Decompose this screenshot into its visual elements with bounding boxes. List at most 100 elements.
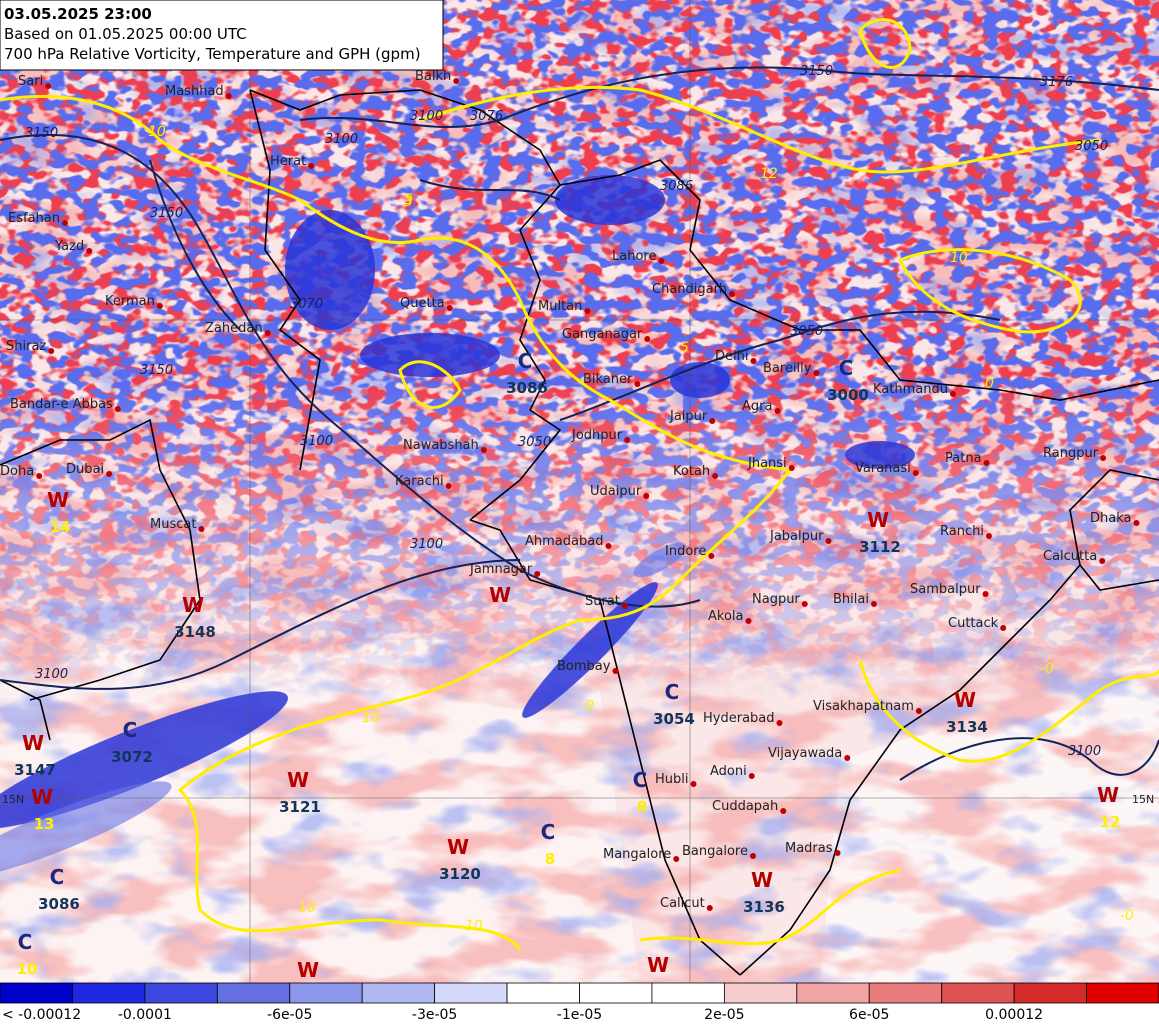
- colorbar-swatch: [1086, 982, 1159, 1004]
- city-label: Vijayawada: [768, 746, 842, 761]
- city-dot: [788, 465, 795, 471]
- center-value: 8: [545, 850, 555, 868]
- gph-label: 3100: [410, 537, 443, 552]
- city-label: Hubli: [655, 772, 689, 787]
- city-dot: [264, 330, 271, 336]
- city-dot: [453, 78, 460, 84]
- city-label: Sari: [18, 74, 43, 89]
- temp-label: 10: [362, 710, 380, 726]
- temperature-contours: [0, 18, 1159, 951]
- center-letter: W: [447, 835, 469, 859]
- city-dot: [198, 526, 205, 532]
- gph-label: 3176: [1040, 75, 1073, 90]
- city-label: Zahedan: [205, 321, 263, 336]
- gph-label: 3100: [410, 109, 443, 124]
- city-label: Dubai: [66, 462, 104, 477]
- gph-label: 3050: [1075, 139, 1108, 154]
- city-dot: [624, 437, 631, 443]
- center-letter: C: [18, 930, 33, 954]
- colorbar-swatch: [506, 982, 580, 1004]
- center-value: 3054: [653, 710, 695, 728]
- city-dot: [584, 308, 591, 314]
- city-label: Patna: [945, 451, 982, 466]
- city-dot: [825, 538, 832, 544]
- center-value: 12: [1100, 813, 1121, 831]
- city-dot: [982, 591, 989, 597]
- city-dot: [621, 603, 628, 609]
- city-label: Jabalpur: [769, 529, 824, 544]
- lat-label: 15N: [2, 793, 24, 806]
- city-dot: [1100, 455, 1107, 461]
- city-label: Yazd: [54, 239, 84, 254]
- colorbar: < -0.00012 -0.0001 -6e-05 -3e-05 -1e-05 2e-05…: [0, 982, 1159, 1023]
- center-value: 3086: [506, 379, 548, 397]
- city-dot: [776, 720, 783, 726]
- center-letter: C: [50, 865, 65, 889]
- colorbar-swatch: [144, 982, 218, 1004]
- city-dot: [605, 543, 612, 549]
- city-label: Bombay: [557, 659, 611, 674]
- city-dot: [709, 418, 716, 424]
- gph-contours: [0, 66, 1159, 781]
- field: [0, 0, 1159, 983]
- gph-label: 3100: [325, 132, 358, 147]
- colorbar-label: < -0.00012: [2, 1007, 81, 1023]
- city-label: Nagpur: [752, 592, 800, 607]
- center-value: 14: [50, 518, 71, 536]
- colorbar-swatch: [796, 982, 870, 1004]
- center-letter: W: [31, 785, 53, 809]
- city-label: Lahore: [612, 249, 656, 264]
- center-value: 3147: [14, 761, 56, 779]
- city-dot: [985, 533, 992, 539]
- city-label: Cuttack: [948, 616, 999, 631]
- city-dot: [708, 553, 715, 559]
- center-letter: W: [1097, 783, 1119, 807]
- city-label: Bhilai: [833, 592, 869, 607]
- city-label: Muscat: [150, 517, 196, 532]
- city-label: Ganganagar: [562, 327, 643, 342]
- city-label: Doha: [0, 464, 34, 479]
- city-label: Cuddapah: [712, 799, 778, 814]
- city-dot: [612, 668, 619, 674]
- city-label: Sambalpur: [910, 582, 981, 597]
- city-dot: [780, 808, 787, 814]
- city-dot: [48, 348, 55, 354]
- city-label: Madras: [785, 841, 833, 856]
- city-label: Jamnagar: [469, 562, 533, 577]
- grid: [0, 0, 1159, 983]
- city-dot: [844, 755, 851, 761]
- city-label: Jodhpur: [571, 428, 623, 443]
- city-label: Shiraz: [6, 339, 46, 354]
- center-value: 3136: [743, 898, 785, 916]
- city-dot: [225, 93, 232, 99]
- colorbar-label: -0.0001: [118, 1007, 172, 1023]
- city-label: Calicut: [660, 896, 705, 911]
- city-dot: [480, 447, 487, 453]
- gph-label: 3050: [518, 435, 551, 450]
- gph-label: 3100: [35, 667, 68, 682]
- city-label: Jaipur: [669, 409, 708, 424]
- temp-label: 5: [404, 192, 413, 208]
- center-letter: W: [297, 958, 319, 982]
- colorbar-swatch: [941, 982, 1015, 1004]
- city-dot: [658, 258, 665, 264]
- center-letter: C: [541, 820, 556, 844]
- city-dot: [86, 248, 93, 254]
- city-label: Visakhapatnam: [813, 699, 914, 714]
- center-value: 3120: [439, 865, 481, 883]
- center-value: 3148: [174, 623, 216, 641]
- center-value: 3134: [946, 718, 988, 736]
- gph-label: 3100: [1068, 744, 1101, 759]
- city-dot: [728, 291, 735, 297]
- header-box: [0, 0, 444, 71]
- center-letter: W: [22, 731, 44, 755]
- city-label: Bareilly: [763, 361, 812, 376]
- colorbar-label: -6e-05: [267, 1007, 312, 1023]
- city-dot: [1000, 625, 1007, 631]
- city-label: Herat: [270, 154, 306, 169]
- city-label: Karachi: [395, 474, 444, 489]
- center-value: 13: [34, 815, 55, 833]
- center-letter: W: [489, 583, 511, 607]
- center-value: 3072: [111, 748, 153, 766]
- center-letter: C: [665, 680, 680, 704]
